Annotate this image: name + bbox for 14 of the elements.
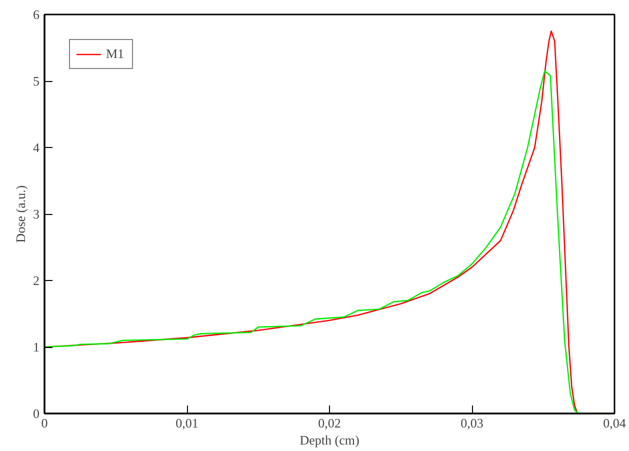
y-tick-label: 0 bbox=[33, 406, 40, 421]
y-axis-title: Dose (a.u.) bbox=[13, 185, 28, 243]
y-tick-label: 4 bbox=[33, 140, 40, 155]
x-tick-label: 0,03 bbox=[460, 416, 484, 430]
x-tick-label: 0,01 bbox=[176, 416, 198, 430]
x-tick-label: 0,02 bbox=[318, 416, 341, 430]
legend-label: M1 bbox=[106, 46, 126, 62]
y-tick-label: 3 bbox=[33, 206, 40, 222]
y-tick-label: 1 bbox=[33, 340, 40, 354]
y-tick-label: 2 bbox=[33, 273, 40, 288]
y-tick-label: 5 bbox=[33, 74, 40, 88]
y-tick-label: 6 bbox=[33, 7, 40, 22]
x-axis-title: Depth (cm) bbox=[300, 432, 360, 448]
x-tick-label: 0,04 bbox=[603, 416, 626, 430]
